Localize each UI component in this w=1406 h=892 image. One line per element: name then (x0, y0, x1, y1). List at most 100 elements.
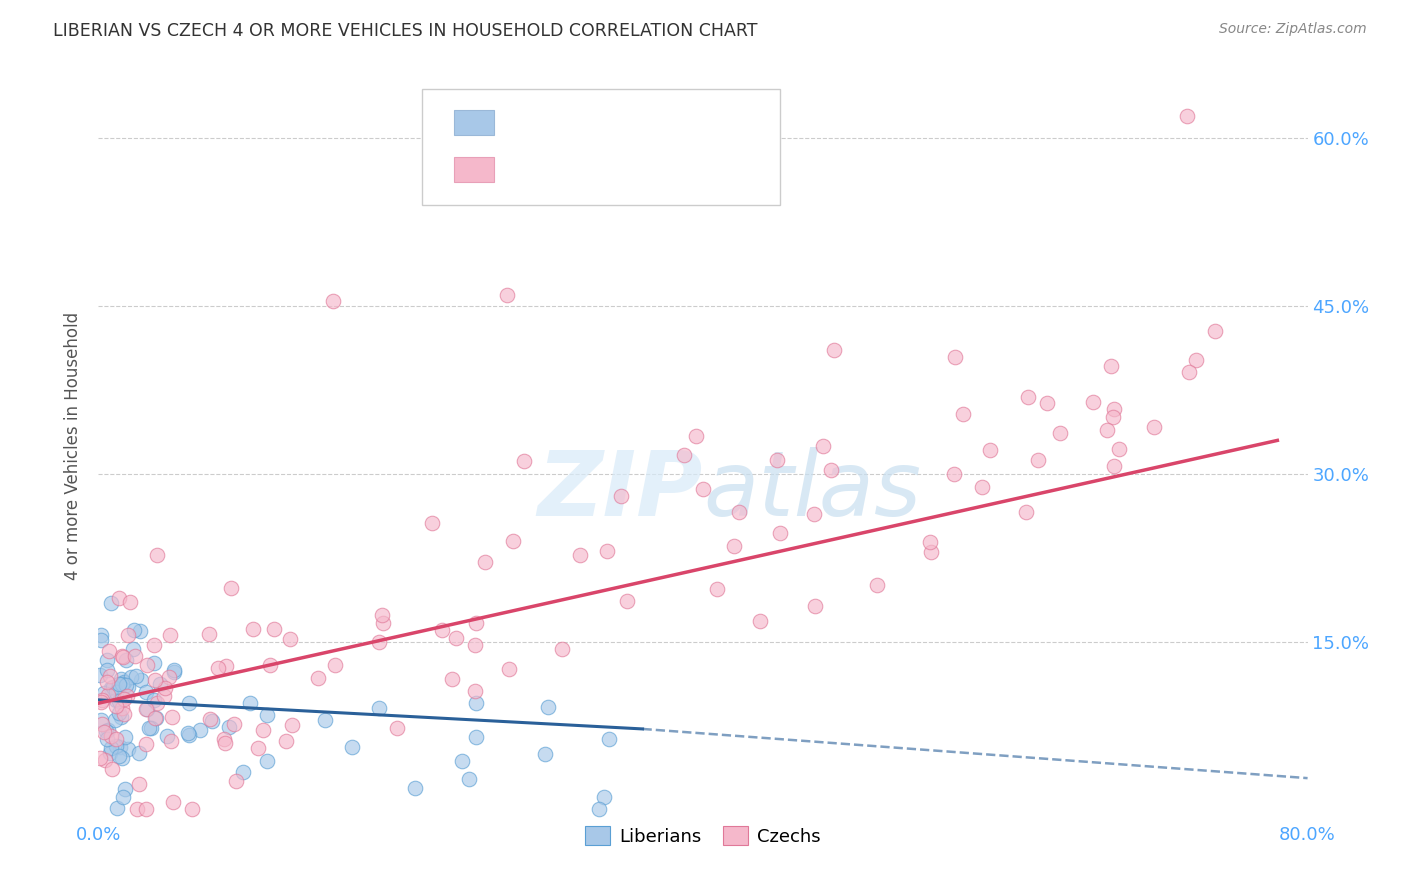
Point (463, 638, 485, 652)
Point (138, 721, 160, 735)
Point (943, 467, 966, 481)
Point (1035, 396, 1057, 410)
Point (159, 628, 181, 642)
Point (120, 595, 142, 609)
Point (1175, 109, 1198, 123)
Point (215, 658, 238, 673)
Text: Source: ZipAtlas.com: Source: ZipAtlas.com (1219, 22, 1367, 37)
Point (128, 747, 150, 761)
Point (803, 507, 825, 521)
Point (115, 689, 138, 703)
Point (1015, 505, 1038, 519)
Point (1081, 395, 1104, 409)
Point (512, 454, 534, 468)
Point (177, 728, 200, 742)
Point (94, 724, 117, 739)
Point (569, 548, 592, 562)
Text: atlas: atlas (703, 447, 921, 535)
Point (259, 657, 281, 672)
Point (1101, 409, 1123, 424)
Point (146, 548, 169, 562)
Point (97, 723, 120, 738)
Text: 127: 127 (703, 161, 745, 180)
Point (465, 616, 488, 631)
Point (970, 480, 993, 494)
Point (117, 742, 139, 756)
Point (143, 639, 166, 653)
Point (246, 741, 269, 756)
Point (100, 596, 122, 610)
Point (769, 526, 792, 541)
Point (156, 729, 179, 743)
Point (322, 293, 344, 308)
Point (276, 734, 298, 748)
Point (1204, 324, 1226, 338)
Point (239, 696, 262, 710)
Point (225, 774, 247, 789)
Point (672, 448, 695, 462)
Point (281, 718, 304, 732)
Point (111, 677, 134, 691)
Point (94, 753, 117, 767)
Point (104, 684, 127, 698)
Point (149, 677, 172, 691)
Text: R =: R = (520, 161, 561, 180)
Point (108, 706, 131, 721)
Point (371, 608, 394, 623)
Point (727, 505, 749, 519)
Point (122, 641, 145, 656)
Point (159, 733, 181, 747)
Point (263, 622, 285, 636)
Point (1108, 442, 1130, 456)
Point (136, 702, 159, 716)
Point (110, 710, 132, 724)
Point (1185, 352, 1208, 367)
Point (465, 730, 488, 744)
Point (342, 739, 364, 754)
Point (458, 772, 481, 786)
Point (115, 653, 138, 667)
Point (242, 622, 264, 636)
Point (111, 649, 134, 664)
Point (537, 699, 560, 714)
Point (766, 453, 789, 467)
Point (117, 627, 139, 641)
Point (1017, 391, 1039, 405)
Point (979, 442, 1001, 457)
Point (115, 678, 138, 692)
Point (368, 700, 391, 714)
Point (723, 539, 745, 553)
Point (101, 680, 124, 694)
Point (143, 711, 166, 725)
Point (114, 781, 136, 796)
Point (100, 740, 122, 755)
Point (107, 591, 129, 606)
Point (90, 633, 112, 648)
Point (218, 721, 240, 735)
Point (920, 545, 942, 559)
Point (498, 662, 520, 676)
Point (373, 615, 395, 630)
Point (188, 723, 211, 737)
Point (127, 802, 149, 816)
Point (135, 802, 157, 816)
Point (441, 672, 464, 686)
Point (1143, 420, 1166, 434)
Point (952, 407, 974, 421)
Point (1102, 402, 1125, 417)
Point (90, 693, 112, 707)
Point (163, 663, 186, 677)
Point (1049, 426, 1071, 441)
Point (252, 723, 274, 737)
Point (616, 594, 638, 608)
Point (143, 673, 166, 687)
Point (918, 535, 941, 549)
Point (157, 670, 180, 684)
Point (451, 754, 474, 768)
Point (110, 648, 132, 663)
Point (588, 802, 610, 816)
Point (200, 712, 222, 726)
Point (596, 543, 619, 558)
Point (160, 710, 183, 724)
Point (551, 642, 574, 657)
